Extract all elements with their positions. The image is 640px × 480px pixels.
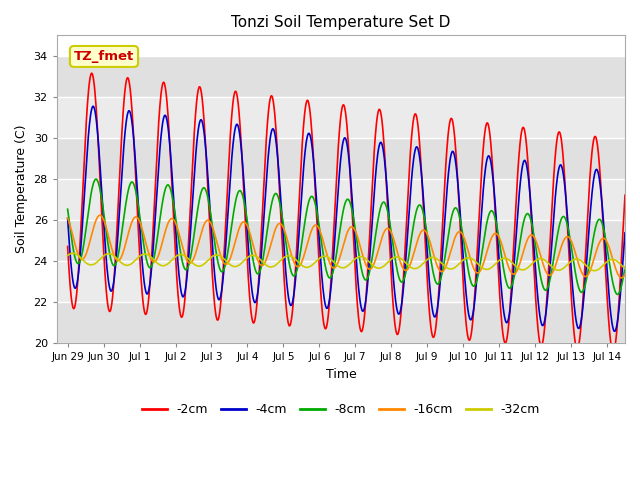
Bar [57, 302, 625, 343]
Bar [57, 138, 625, 179]
Title: Tonzi Soil Temperature Set D: Tonzi Soil Temperature Set D [231, 15, 451, 30]
Bar [57, 56, 625, 97]
Bar [57, 179, 625, 220]
Y-axis label: Soil Temperature (C): Soil Temperature (C) [15, 125, 28, 253]
Bar [57, 220, 625, 261]
Bar [57, 97, 625, 138]
Text: TZ_fmet: TZ_fmet [74, 50, 134, 63]
Legend: -2cm, -4cm, -8cm, -16cm, -32cm: -2cm, -4cm, -8cm, -16cm, -32cm [137, 398, 545, 421]
X-axis label: Time: Time [326, 368, 356, 381]
Bar [57, 261, 625, 302]
